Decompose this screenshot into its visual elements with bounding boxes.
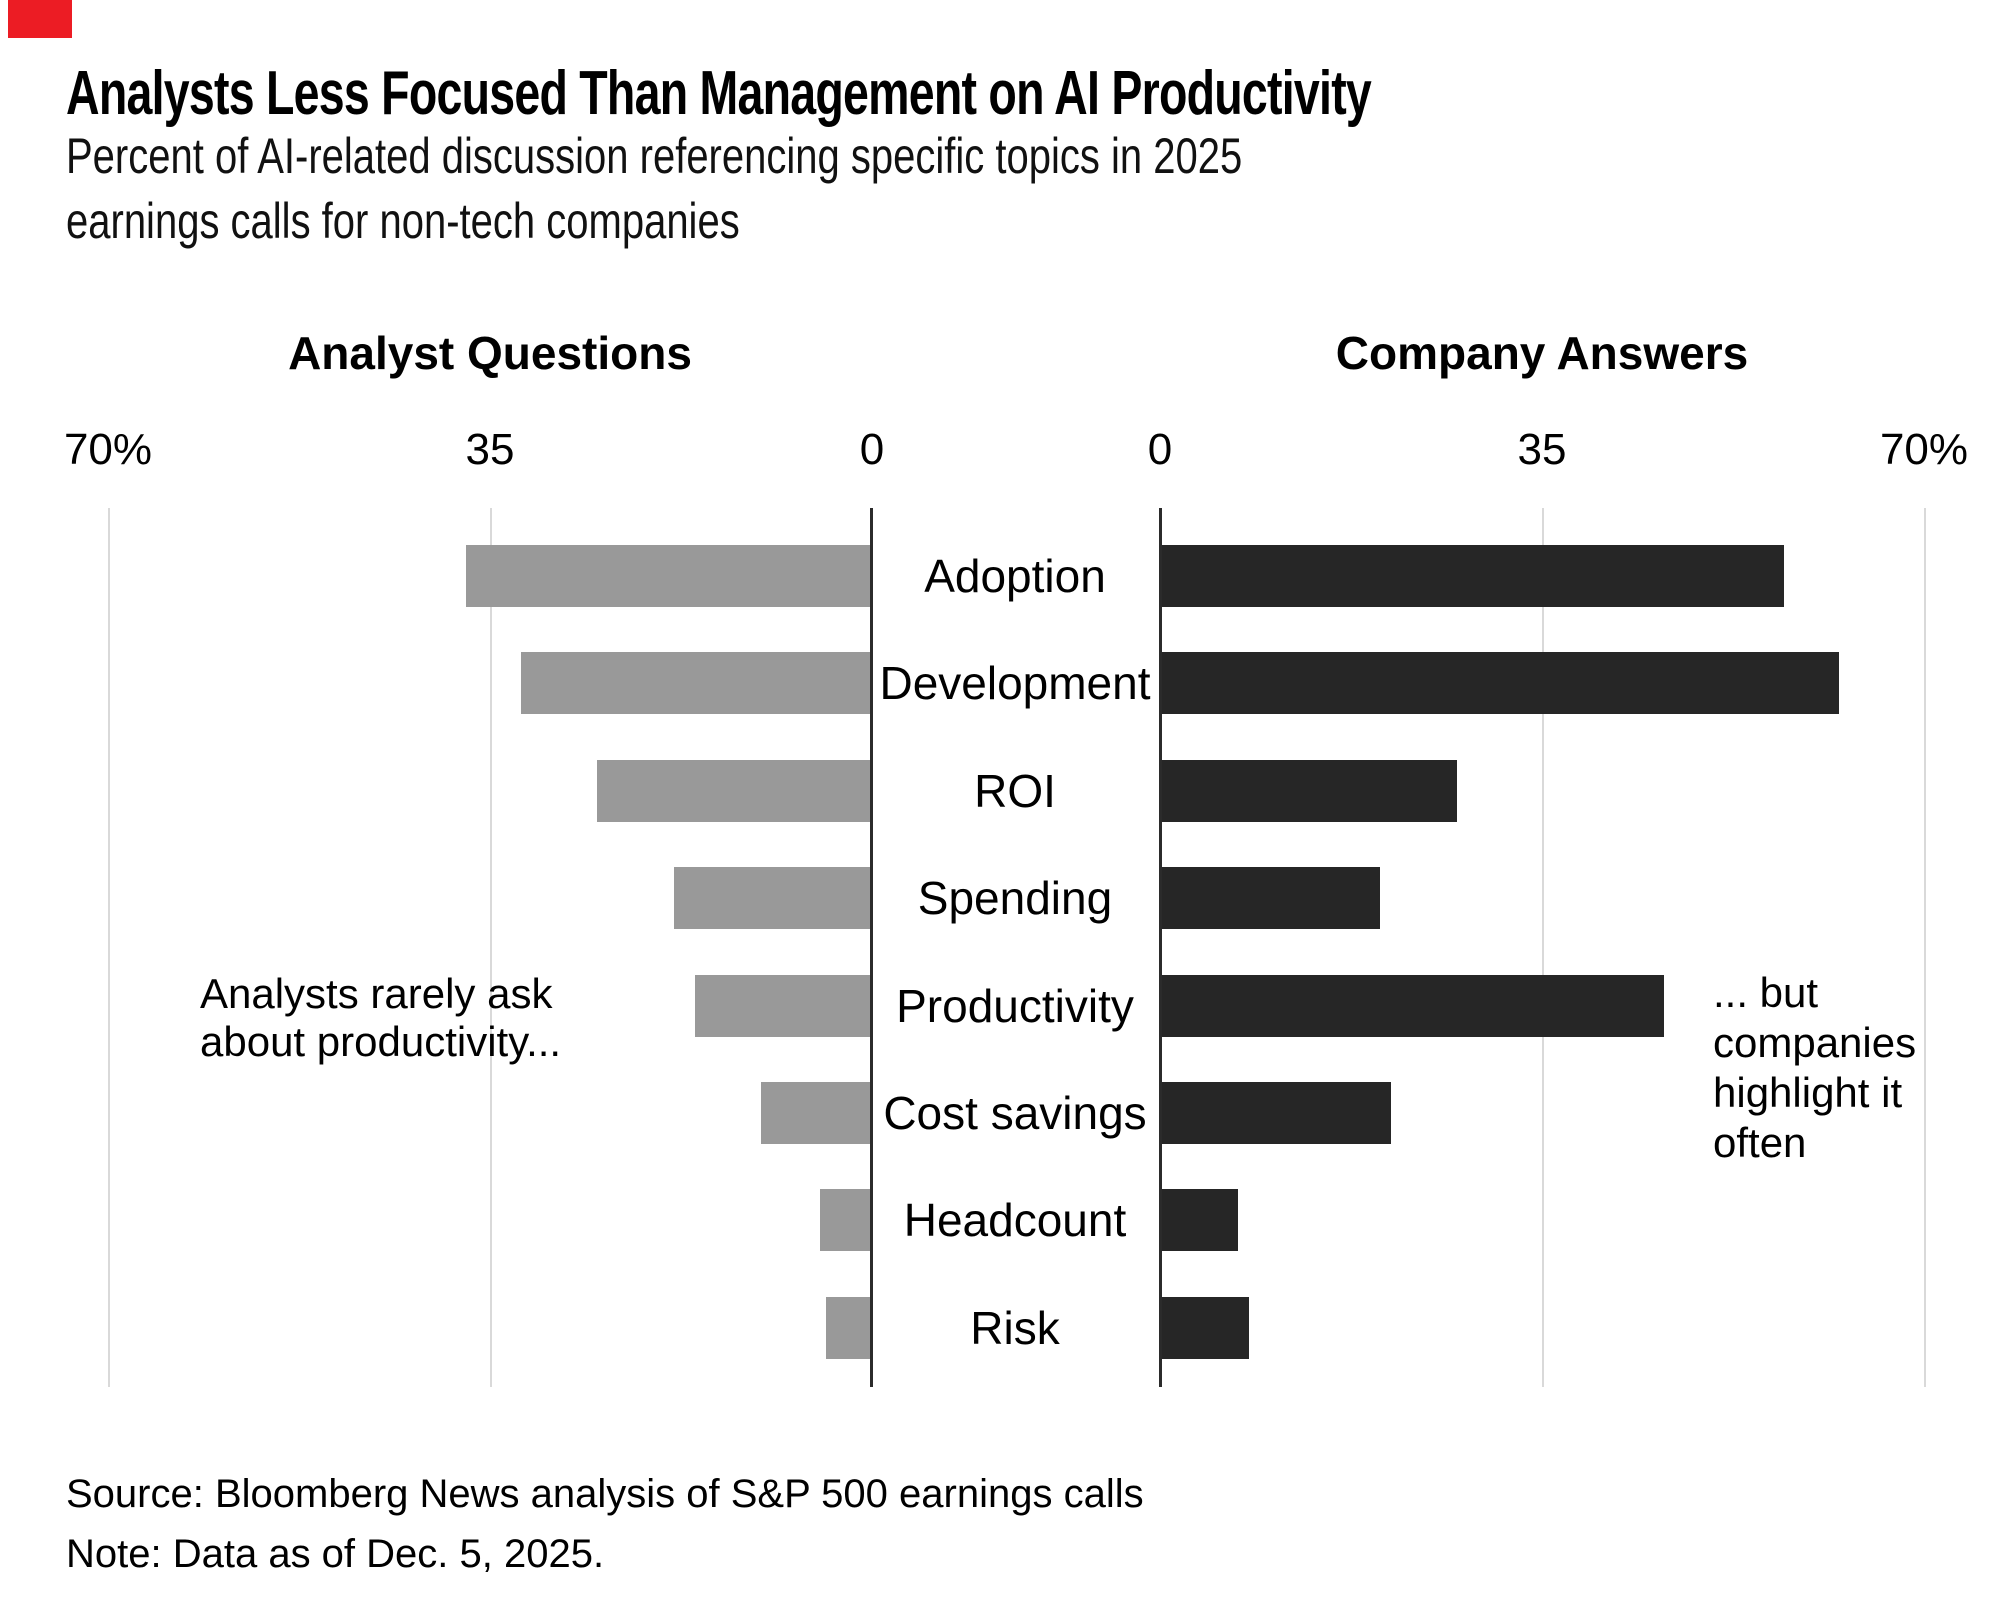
company-bar — [1162, 975, 1664, 1037]
category-label: ROI — [974, 765, 1056, 817]
axis-tick-70-left: 70% — [63, 425, 153, 474]
note-text: Note: Data as of Dec. 5, 2025. — [66, 1532, 605, 1576]
category-label: Headcount — [903, 1194, 1127, 1246]
axis-tick-0-right: 0 — [1147, 425, 1173, 474]
chart-title: Analysts Less Focused Than Management on… — [66, 59, 1372, 128]
chart-subtitle-line1: Percent of AI-related discussion referen… — [66, 128, 1243, 184]
gridline — [1924, 508, 1926, 1387]
axis-tick-35-left: 35 — [465, 425, 515, 474]
left-annotation-line1: Analysts rarely ask — [200, 970, 553, 1017]
left-annotation-line2: about productivity... — [200, 1018, 562, 1065]
analyst-bar — [695, 975, 870, 1037]
category-label: Development — [879, 657, 1151, 709]
category-label: Spending — [917, 872, 1113, 924]
analyst-bar — [820, 1189, 870, 1251]
axis-tick-0-left: 0 — [859, 425, 885, 474]
company-bar — [1162, 1189, 1238, 1251]
axis-tick-70-right: 70% — [1879, 425, 1969, 474]
analyst-bar — [761, 1082, 870, 1144]
company-bar — [1162, 1082, 1391, 1144]
category-label: Cost savings — [883, 1087, 1147, 1139]
category-label: Adoption — [924, 550, 1106, 602]
company-bar — [1162, 760, 1457, 822]
zero-axis-line — [870, 508, 873, 1387]
chart-subtitle-line2: earnings calls for non-tech companies — [66, 193, 740, 249]
company-bar — [1162, 545, 1784, 607]
chart-subtitle: Percent of AI-related discussion referen… — [66, 124, 1242, 254]
analyst-bar — [597, 760, 870, 822]
red-corner-marker — [8, 0, 72, 38]
zero-axis-line — [1159, 508, 1162, 1387]
analyst-bar — [466, 545, 870, 607]
right-annotation-line4: often — [1713, 1119, 1807, 1166]
left-panel-header: Analyst Questions — [288, 327, 692, 379]
source-text: Source: Bloomberg News analysis of S&P 5… — [66, 1472, 1144, 1516]
right-annotation-line1: ... but — [1713, 969, 1819, 1016]
analyst-bar — [674, 867, 870, 929]
right-annotation: ... but companies highlight it often — [1713, 968, 1916, 1168]
gridline — [108, 508, 110, 1387]
gridline — [1542, 508, 1544, 1387]
analyst-bar — [826, 1297, 870, 1359]
company-bar — [1162, 1297, 1249, 1359]
axis-tick-35-right: 35 — [1517, 425, 1567, 474]
analyst-bar — [521, 652, 870, 714]
right-panel-header: Company Answers — [1335, 327, 1749, 379]
gridline — [490, 508, 492, 1387]
right-annotation-line2: companies — [1713, 1019, 1917, 1066]
category-label: Risk — [970, 1302, 1060, 1354]
right-annotation-line3: highlight it — [1713, 1069, 1903, 1116]
left-annotation: Analysts rarely ask about productivity..… — [200, 970, 561, 1066]
company-bar — [1162, 652, 1839, 714]
company-bar — [1162, 867, 1380, 929]
category-label: Productivity — [896, 980, 1134, 1032]
